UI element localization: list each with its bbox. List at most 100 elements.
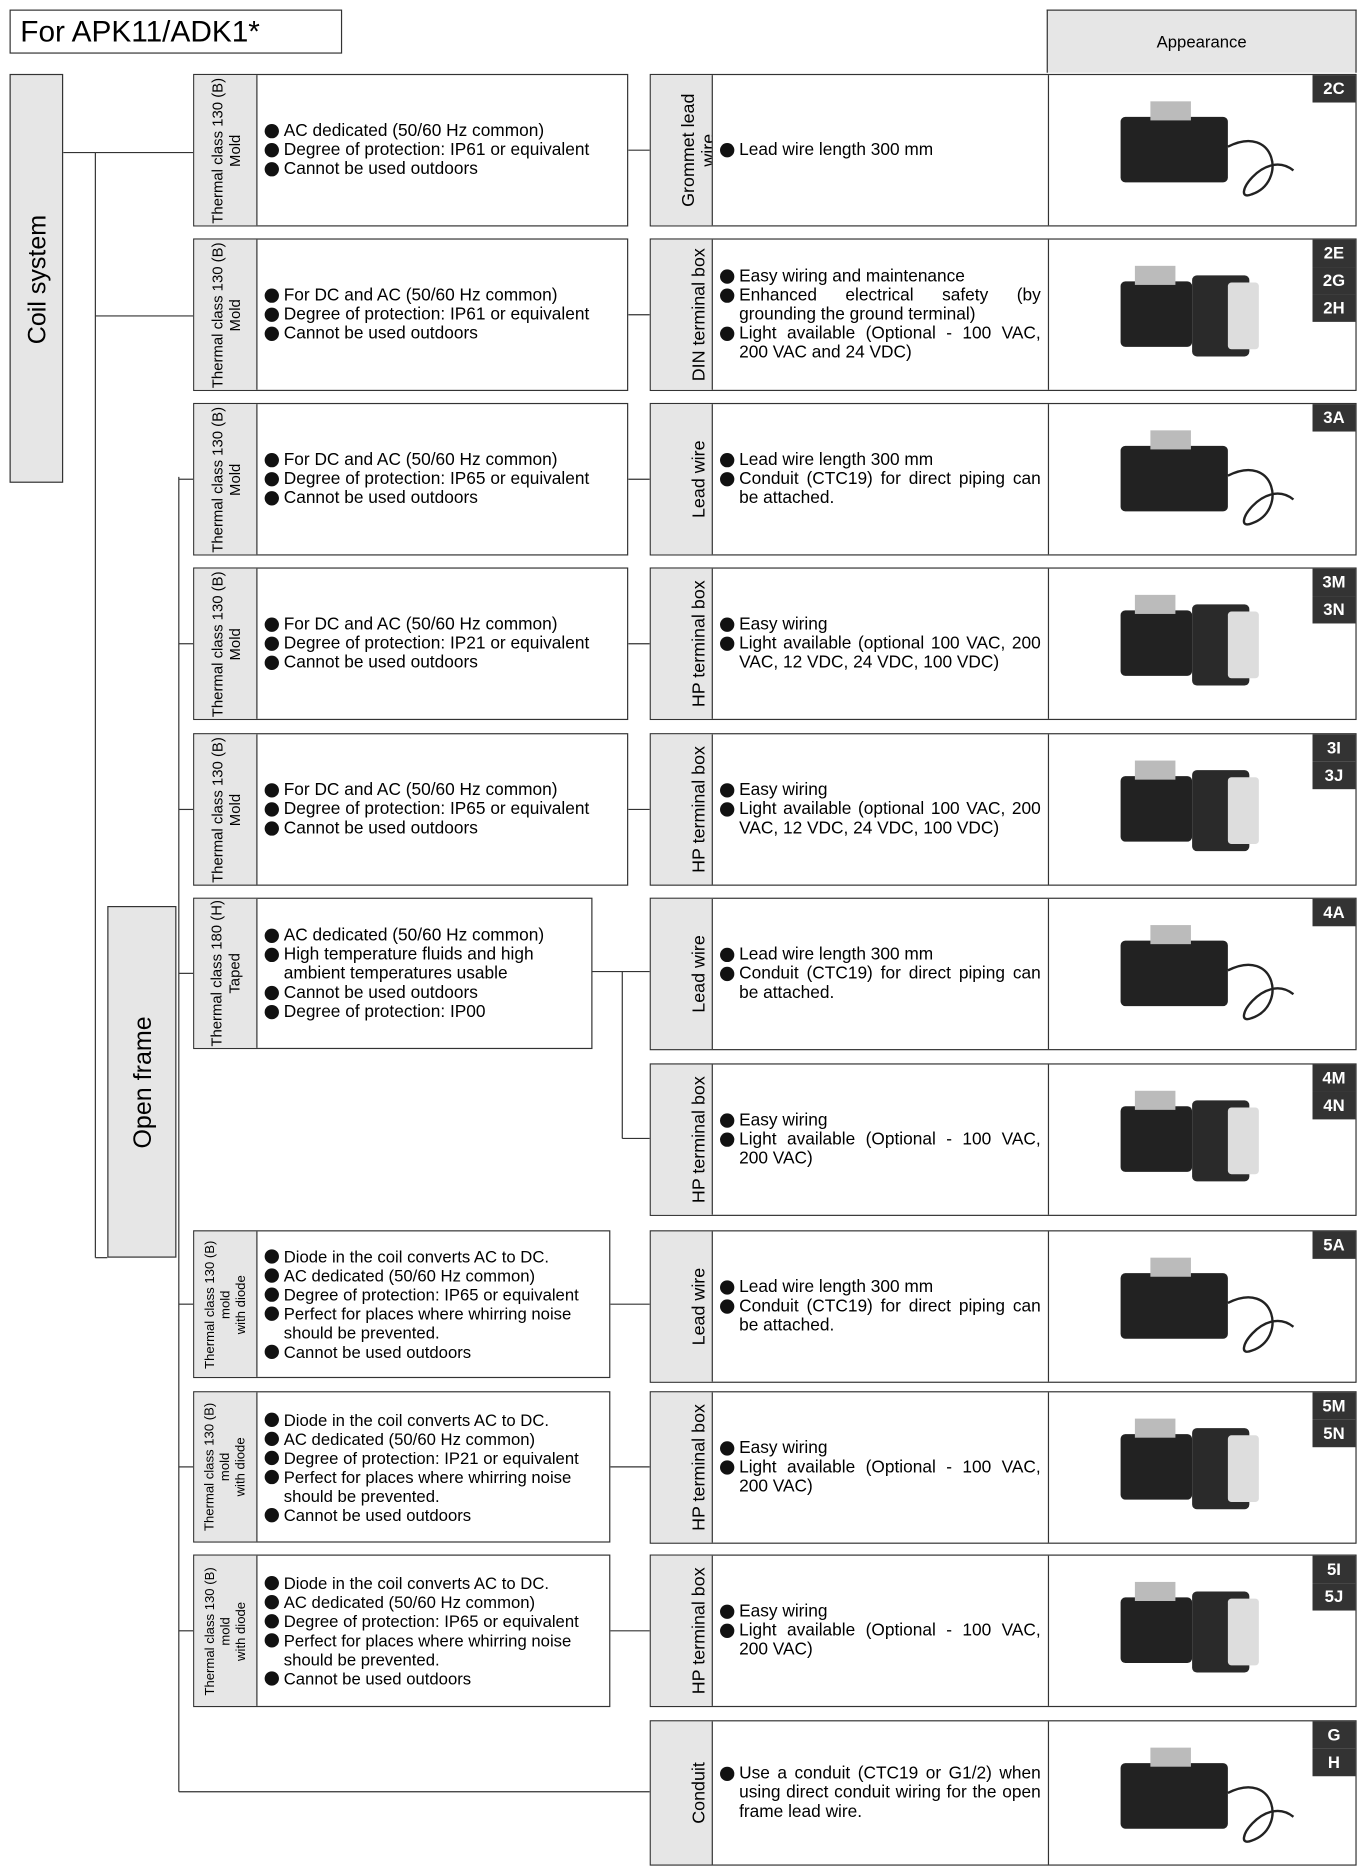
coil-label: Thermal class 130 (B) Mold [194,569,256,719]
bullet-text: Cannot be used outdoors [283,982,478,1002]
bullet-dot [720,802,735,817]
bullet: Lead wire length 300 mm [720,451,1041,470]
product-image [1120,430,1295,526]
label-line: Lead wire [688,935,709,1013]
bullet-text: Perfect for places where whirring noise … [283,1304,572,1343]
code: 4A [1312,898,1356,927]
product-image [1120,594,1259,686]
bullet-text: Degree of protection: IP61 or equivalent [283,305,590,325]
bullet-text: Cannot be used outdoors [283,1505,472,1525]
bullet-text: Cannot be used outdoors [283,653,478,673]
coil-text: AC dedicated (50/60 Hz common) Degree of … [257,75,627,225]
coil-label-cell: Thermal class 130 (B) mold with diode [194,1392,258,1542]
coil-body [1120,610,1193,676]
bullet-dot [264,162,279,177]
bullet: Enhanced electrical safety (by grounding… [720,286,1041,324]
item-label: HP terminal box [668,569,712,719]
coil-cap [1150,1747,1191,1767]
coil-box: Thermal class 130 (B) Mold For DC and AC (… [193,402,629,556]
label-line: Mold [225,298,243,331]
bullet: Cannot be used outdoors [264,159,620,179]
code-badge: 5M 5N [1312,1392,1356,1448]
group-box: Open frame [107,906,177,1258]
bullet: Diode in the coil converts AC to DC. [264,1247,602,1266]
bullet: Perfect for places where whirring noise … [264,1631,602,1669]
bullet-text: High temperature fluids and high ambient… [283,944,534,983]
product-image [1120,760,1259,852]
appearance-cell: 2C [1047,75,1356,226]
lead-wire [1227,468,1295,526]
item-label-cell: DIN terminal box [650,239,713,390]
bullet-dot [264,453,279,468]
coil-box: Thermal class 130 (B) Mold For DC and AC (… [193,567,629,721]
title: For APK11/ADK1* [9,9,343,54]
coil-label-cell: Thermal class 130 (B) Mold [194,568,258,719]
item-label-cell: Lead wire [650,898,713,1050]
coil-body [1120,1106,1193,1172]
bullet: Cannot be used outdoors [264,324,620,343]
bullet-dot [720,1132,735,1147]
bullet-dot [720,288,735,303]
bullet-text: For DC and AC (50/60 Hz common) [283,286,558,306]
code-badge: 3A [1312,404,1356,432]
coil-label: Thermal class 130 (B) mold with diode [194,1231,256,1376]
bullet-dot [264,636,279,651]
bullet-dot [720,783,735,798]
coil-cap [1134,760,1176,780]
bullet: AC dedicated (50/60 Hz common) [264,1429,602,1448]
coil-label: Thermal class 130 (B) Mold [194,734,256,884]
bullet-dot [264,491,279,506]
coil-text: For DC and AC (50/60 Hz common) Degree of… [257,240,627,390]
coil-text: For DC and AC (50/60 Hz common) Degree of… [257,569,627,719]
coil-label: Thermal class 130 (B) mold with diode [194,1556,256,1706]
item-label: HP terminal box [668,1065,712,1215]
code: 4M [1312,1064,1356,1092]
label-line: DIN terminal box [688,248,709,382]
coil-cap [1150,101,1191,121]
bullet-dot [720,617,735,632]
bullet-dot [264,1507,279,1522]
coil-text: Diode in the coil converts AC to DC. AC d… [257,1556,609,1706]
bullet: Lead wire length 300 mm [720,1278,1041,1297]
bullet: Easy wiring and maintenance [720,267,1041,286]
label-line: with diode [233,1274,248,1334]
label-line: Thermal class 130 (B) [208,570,226,717]
label-line: Lead wire [688,440,709,519]
bullet: Light available (Optional - 100 VAC, 200… [720,1458,1041,1496]
appearance-cell: 5A [1047,1231,1356,1382]
item-label-cell: Lead wire [650,1231,713,1382]
bullet: Conduit (CTC19) for direct piping can be… [720,470,1041,508]
bullet-text: Lead wire length 300 mm [739,450,934,470]
bullet: Degree of protection: IP61 or equivalent [264,140,620,160]
code-badge: 2E 2G 2H [1312,239,1356,322]
bullet-text: Light available (Optional - 100 VAC, 200… [739,324,1041,363]
label-line: with diode [233,1601,248,1661]
code: H [1312,1748,1356,1777]
bullet-text: Use a conduit (CTC19 or G1/2) when using… [739,1764,1041,1822]
bullet-text: Degree of protection: IP61 or equivalent [283,140,590,160]
bullet-text: Easy wiring [739,780,828,800]
bullet-text: Degree of protection: IP21 or equivalent [283,1447,579,1467]
label-line: HP terminal box [688,746,709,873]
label-line: Mold [225,463,243,496]
bullet-text: Degree of protection: IP65 or equivalent [283,799,590,819]
appearance-header: Appearance [1046,9,1357,73]
label-line: HP terminal box [688,1076,709,1204]
code: 5A [1312,1231,1356,1259]
item-box: Lead wire Lead wire length 300 mm Conduit … [649,897,1357,1051]
bullet: Cannot be used outdoors [264,819,620,838]
bullet-text: Light available (Optional - 100 VAC, 200… [739,1621,1041,1660]
code: 3N [1312,596,1356,624]
label-line: Thermal class 130 (B) [208,736,226,883]
bullet-text: Cannot be used outdoors [283,159,478,179]
product-image [1120,1257,1295,1353]
bullet-dot [264,1614,279,1629]
coil-body [1120,445,1228,512]
bullet-dot [264,655,279,670]
item-label: DIN terminal box [668,240,712,390]
coil-body [1120,1273,1228,1339]
label-line: Lead wire [688,1267,709,1346]
code: 2E [1312,239,1356,268]
